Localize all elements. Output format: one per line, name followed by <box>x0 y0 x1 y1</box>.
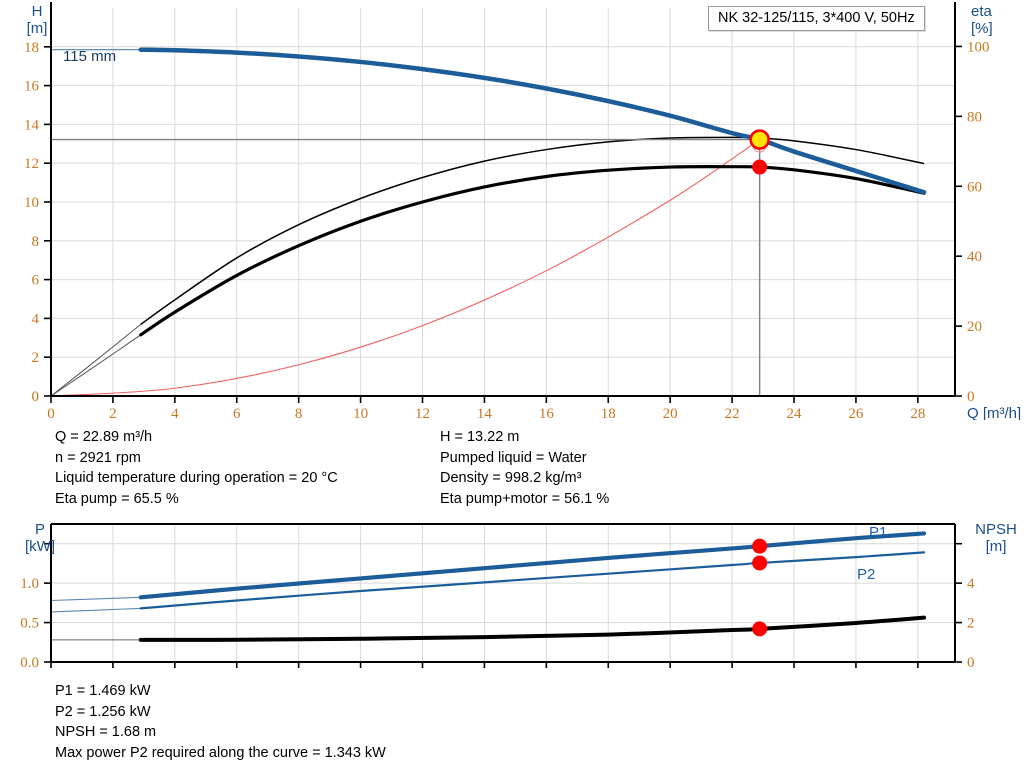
duty-info-right-line-2: Pumped liquid = Water <box>440 449 587 466</box>
power-info-line-4: Max power P2 required along the curve = … <box>55 744 386 761</box>
power-tick-label-0.5: 0.5 <box>20 616 39 632</box>
duty-info-left-line-1: Q = 22.89 m³/h <box>55 429 153 445</box>
head-tick-label-10: 10 <box>24 195 39 211</box>
p2-series-label: P2 <box>857 566 876 583</box>
p1-series-label: P1 <box>869 524 888 541</box>
q-tick-label-18: 18 <box>601 406 616 420</box>
head-axis-unit: [m] <box>26 20 48 38</box>
head-tick-label-16: 16 <box>24 79 40 95</box>
head-tick-label-18: 18 <box>24 40 39 56</box>
q-tick-label-6: 6 <box>233 406 241 420</box>
eta-pump-motor-curve <box>140 136 925 325</box>
eta-pump-curve <box>139 165 926 337</box>
head-tick-label-2: 2 <box>32 350 40 366</box>
npsh-tick-label-0: 0 <box>967 655 975 671</box>
power-axis-unit: [kW] <box>25 538 55 556</box>
eta-tick-label-0: 0 <box>967 389 975 405</box>
power-tick-label-0: 0.0 <box>20 655 39 671</box>
q-tick-label-0: 0 <box>47 406 55 420</box>
q-tick-label-24: 24 <box>787 406 803 420</box>
pump-title-box: NK 32-125/115, 3*400 V, 50Hz <box>708 6 925 31</box>
eta-axis-unit: [%] <box>971 20 993 38</box>
eta-pump-leader <box>50 334 142 397</box>
npsh-tick-label-2: 2 <box>967 616 975 632</box>
p2-marker[interactable] <box>752 555 768 571</box>
head-tick-label-0: 0 <box>32 389 40 405</box>
head-axis-symbol: H <box>31 3 43 20</box>
q-tick-label-20: 20 <box>663 406 678 420</box>
eta-axis-title: eta [%] <box>971 3 993 38</box>
head-tick-label-4: 4 <box>32 311 40 327</box>
power-info-line-1: P1 = 1.469 kW <box>55 683 151 699</box>
q-tick-label-8: 8 <box>295 406 303 420</box>
system-curve <box>50 139 760 397</box>
q-tick-label-28: 28 <box>910 406 925 420</box>
head-curve <box>138 47 927 195</box>
duty-info-right-line-3: Density = 998.2 kg/m³ <box>440 470 582 486</box>
eta-tick-label-20: 20 <box>967 319 982 335</box>
duty-info-left-column: Q = 22.89 m³/h n = 2921 rpm Liquid tempera… <box>55 427 338 509</box>
eta-tick-label-60: 60 <box>967 179 982 195</box>
q-tick-label-12: 12 <box>415 406 430 420</box>
p2-curve <box>139 551 926 610</box>
q-tick-label-10: 10 <box>353 406 368 420</box>
impeller-diameter-label: 115 mm <box>63 48 117 65</box>
power-npsh-chart: 0.0 0.5 1.0 0 2 4 <box>20 523 975 671</box>
head-tick-label-6: 6 <box>32 273 40 289</box>
power-info-line-2: P2 = 1.256 kW <box>55 703 151 720</box>
npsh-axis-symbol: NPSH <box>975 521 1017 538</box>
power-info-line-3: NPSH = 1.68 m <box>55 724 157 740</box>
eta-pump-motor-leader <box>50 323 142 397</box>
power-tick-label-1: 1.0 <box>20 576 39 592</box>
q-tick-label-22: 22 <box>725 406 740 420</box>
p1-curve <box>138 531 927 600</box>
eta-tick-label-80: 80 <box>967 109 982 125</box>
duty-info-right-line-4: Eta pump+motor = 56.1 % <box>440 490 610 507</box>
head-tick-label-14: 14 <box>24 117 40 133</box>
head-axis-title: H [m] <box>22 3 52 38</box>
npsh-tick-label-4: 4 <box>967 576 975 592</box>
npsh-marker[interactable] <box>752 621 768 637</box>
duty-info-left-line-3: Liquid temperature during operation = 20… <box>55 470 338 486</box>
q-tick-label-14: 14 <box>477 406 493 420</box>
q-tick-label-4: 4 <box>171 406 179 420</box>
duty-info-left-line-4: Eta pump = 65.5 % <box>55 490 179 507</box>
power-info-block: P1 = 1.469 kW P2 = 1.256 kW NPSH = 1.68 m M… <box>55 681 386 763</box>
npsh-curve <box>138 615 927 642</box>
duty-info-left-line-2: n = 2921 rpm <box>55 449 141 466</box>
eta-tick-label-100: 100 <box>967 39 990 55</box>
duty-info-right-column: H = 13.22 m Pumped liquid = Water Density … <box>440 427 609 509</box>
eta-axis-symbol: eta <box>971 3 992 20</box>
eta-pump-marker[interactable] <box>752 159 768 175</box>
q-tick-label-26: 26 <box>848 406 864 420</box>
head-tick-label-8: 8 <box>32 234 40 250</box>
duty-point-marker[interactable] <box>749 129 770 150</box>
p1-marker[interactable] <box>752 538 768 554</box>
power-axis-symbol: P <box>34 521 45 538</box>
npsh-axis-unit: [m] <box>985 538 1007 556</box>
q-axis-title: Q [m³/h] <box>967 405 1021 420</box>
eta-tick-label-40: 40 <box>967 249 982 265</box>
pump-title-text: NK 32-125/115, 3*400 V, 50Hz <box>718 10 915 26</box>
p2-curve-leader <box>50 607 141 613</box>
q-tick-label-16: 16 <box>539 406 555 420</box>
duty-info-right-line-1: H = 13.22 m <box>440 429 520 445</box>
p1-curve-leader <box>50 596 141 602</box>
npsh-axis-title: NPSH [m] <box>969 521 1023 556</box>
q-tick-label-2: 2 <box>109 406 117 420</box>
head-tick-label-12: 12 <box>24 156 39 172</box>
power-axis-title: P [kW] <box>22 521 58 556</box>
head-chart-grid <box>51 8 955 396</box>
